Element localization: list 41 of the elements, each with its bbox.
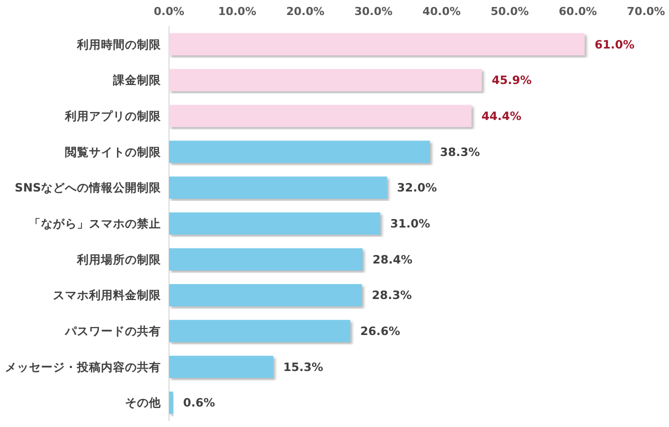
y-tick-label: 利用時間の制限 <box>76 37 162 52</box>
bar <box>169 392 174 414</box>
bar <box>169 284 362 306</box>
y-tick-label: 閲覧サイトの制限 <box>65 144 162 159</box>
data-label: 0.6% <box>183 396 216 410</box>
y-tick-label: パスワードの共有 <box>64 324 161 338</box>
y-tick-label: 利用場所の制限 <box>76 252 162 266</box>
bar <box>169 320 350 342</box>
data-label: 61.0% <box>594 37 636 52</box>
y-tick-label: 課金制限 <box>112 73 162 88</box>
data-label: 32.0% <box>397 180 438 195</box>
x-tick-label: 70.0% <box>626 5 666 18</box>
x-tick-label: 10.0% <box>218 5 256 18</box>
data-label: 28.3% <box>372 288 412 302</box>
data-label: 38.3% <box>440 144 480 159</box>
x-tick-label: 20.0% <box>286 5 324 18</box>
x-tick-label: 30.0% <box>354 5 393 18</box>
x-tick-label: 60.0% <box>558 5 597 18</box>
bar <box>169 176 388 199</box>
bar <box>169 356 274 378</box>
bar <box>169 212 380 235</box>
y-tick-label: スマホ利用料金制限 <box>53 288 162 302</box>
data-label: 26.6% <box>360 324 401 338</box>
y-tick-label: その他 <box>125 396 162 410</box>
y-tick-label: 利用アプリの制限 <box>64 108 162 123</box>
x-tick-label: 40.0% <box>422 5 461 18</box>
bar <box>169 104 472 128</box>
bar <box>169 33 585 56</box>
y-tick-label: SNSなどへの情報公開制限 <box>14 180 162 195</box>
data-label: 28.4% <box>372 252 413 266</box>
bar <box>169 69 482 92</box>
x-tick-label: 0.0% <box>154 5 184 18</box>
data-label: 31.0% <box>390 216 431 231</box>
bar <box>169 140 430 163</box>
bar <box>169 248 363 270</box>
data-label: 44.4% <box>482 108 522 123</box>
y-tick-label: 「ながら」スマホの禁止 <box>29 216 161 231</box>
x-tick-label: 50.0% <box>490 5 529 18</box>
y-tick-label: メッセージ・投稿内容の共有 <box>5 360 161 374</box>
data-label: 45.9% <box>492 73 532 88</box>
data-label: 15.3% <box>283 360 324 374</box>
